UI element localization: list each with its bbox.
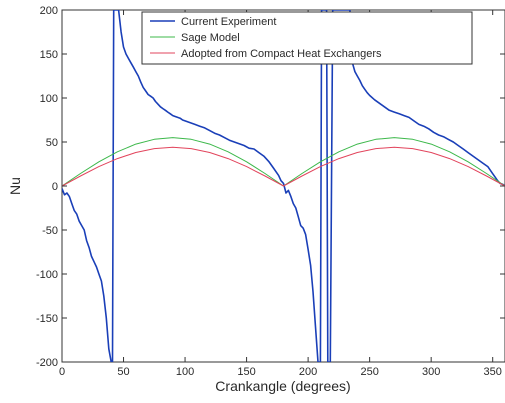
y-tick-label-5: -50 bbox=[42, 225, 58, 237]
y-tick-label-4: 0 bbox=[52, 181, 58, 193]
legend-label-sage-model: Sage Model bbox=[181, 32, 240, 44]
x-tick-label-1: 50 bbox=[117, 366, 129, 378]
x-tick-label-4: 200 bbox=[299, 366, 317, 378]
y-tick-label-8: -200 bbox=[36, 357, 58, 369]
ticks-layer: 0 50 100 150 200 250 300 350 200 150 100 50 0 -50 -100… bbox=[36, 5, 505, 378]
x-axis-label: Crankangle (degrees) bbox=[215, 378, 350, 394]
legend: Current Experiment Sage Model Adopted fr… bbox=[141, 11, 473, 65]
x-tick-label-2: 100 bbox=[176, 366, 194, 378]
y-axis-label: Nu bbox=[7, 177, 23, 195]
y-tick-label-2: 100 bbox=[40, 93, 58, 105]
series-line-0 bbox=[62, 10, 505, 362]
x-tick-label-6: 300 bbox=[422, 366, 440, 378]
legend-label-compact-heat-exchangers: Adopted from Compact Heat Exchangers bbox=[181, 48, 382, 60]
y-tick-label-3: 50 bbox=[46, 137, 58, 149]
legend-box bbox=[141, 11, 473, 65]
legend-label-current-experiment: Current Experiment bbox=[181, 16, 276, 28]
y-tick-label-1: 150 bbox=[40, 49, 58, 61]
x-tick-label-7: 350 bbox=[484, 366, 502, 378]
y-tick-label-0: 200 bbox=[40, 5, 58, 17]
y-tick-label-7: -150 bbox=[36, 313, 58, 325]
series-line-2 bbox=[62, 146, 505, 187]
y-tick-label-6: -100 bbox=[36, 269, 58, 281]
x-tick-label-0: 0 bbox=[59, 366, 65, 378]
x-tick-label-3: 150 bbox=[237, 366, 255, 378]
x-tick-label-5: 250 bbox=[360, 366, 378, 378]
series-layer bbox=[62, 10, 505, 362]
